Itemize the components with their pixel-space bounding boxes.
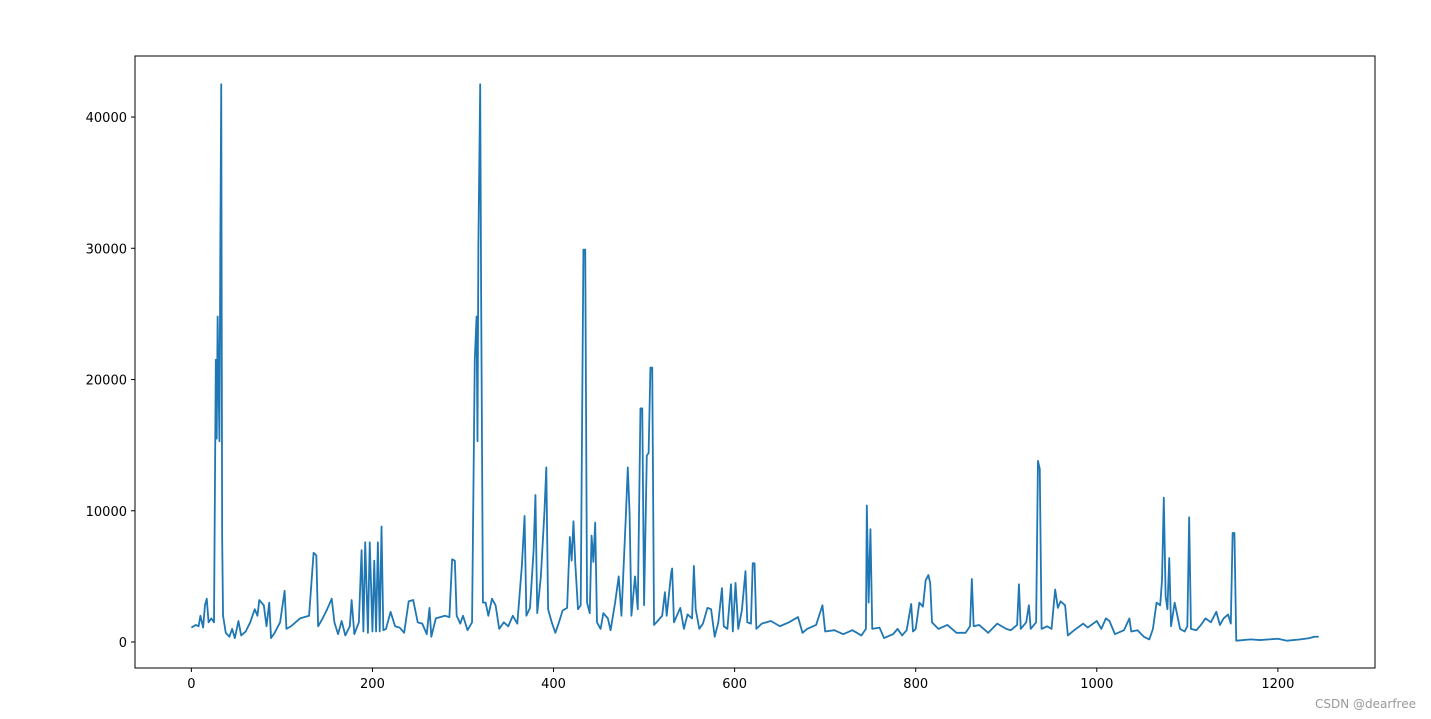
- y-tick-label: 30000: [86, 242, 127, 257]
- y-tick-label: 20000: [86, 374, 127, 389]
- plot-frame: [134, 55, 1376, 669]
- x-tick-label: 200: [360, 677, 385, 692]
- x-tick-label: 1000: [1080, 677, 1113, 692]
- x-tick-label: 0: [187, 677, 195, 692]
- x-tick-label: 800: [903, 677, 928, 692]
- data-line: [190, 83, 1319, 642]
- x-tick-label: 600: [722, 677, 747, 692]
- y-tick-label: 10000: [86, 505, 127, 520]
- y-tick-label: 40000: [86, 111, 127, 126]
- x-tick-label: 1200: [1261, 677, 1294, 692]
- y-tick-label: 0: [119, 636, 127, 651]
- x-tick-label: 400: [541, 677, 566, 692]
- watermark: CSDN @dearfree: [1315, 697, 1416, 711]
